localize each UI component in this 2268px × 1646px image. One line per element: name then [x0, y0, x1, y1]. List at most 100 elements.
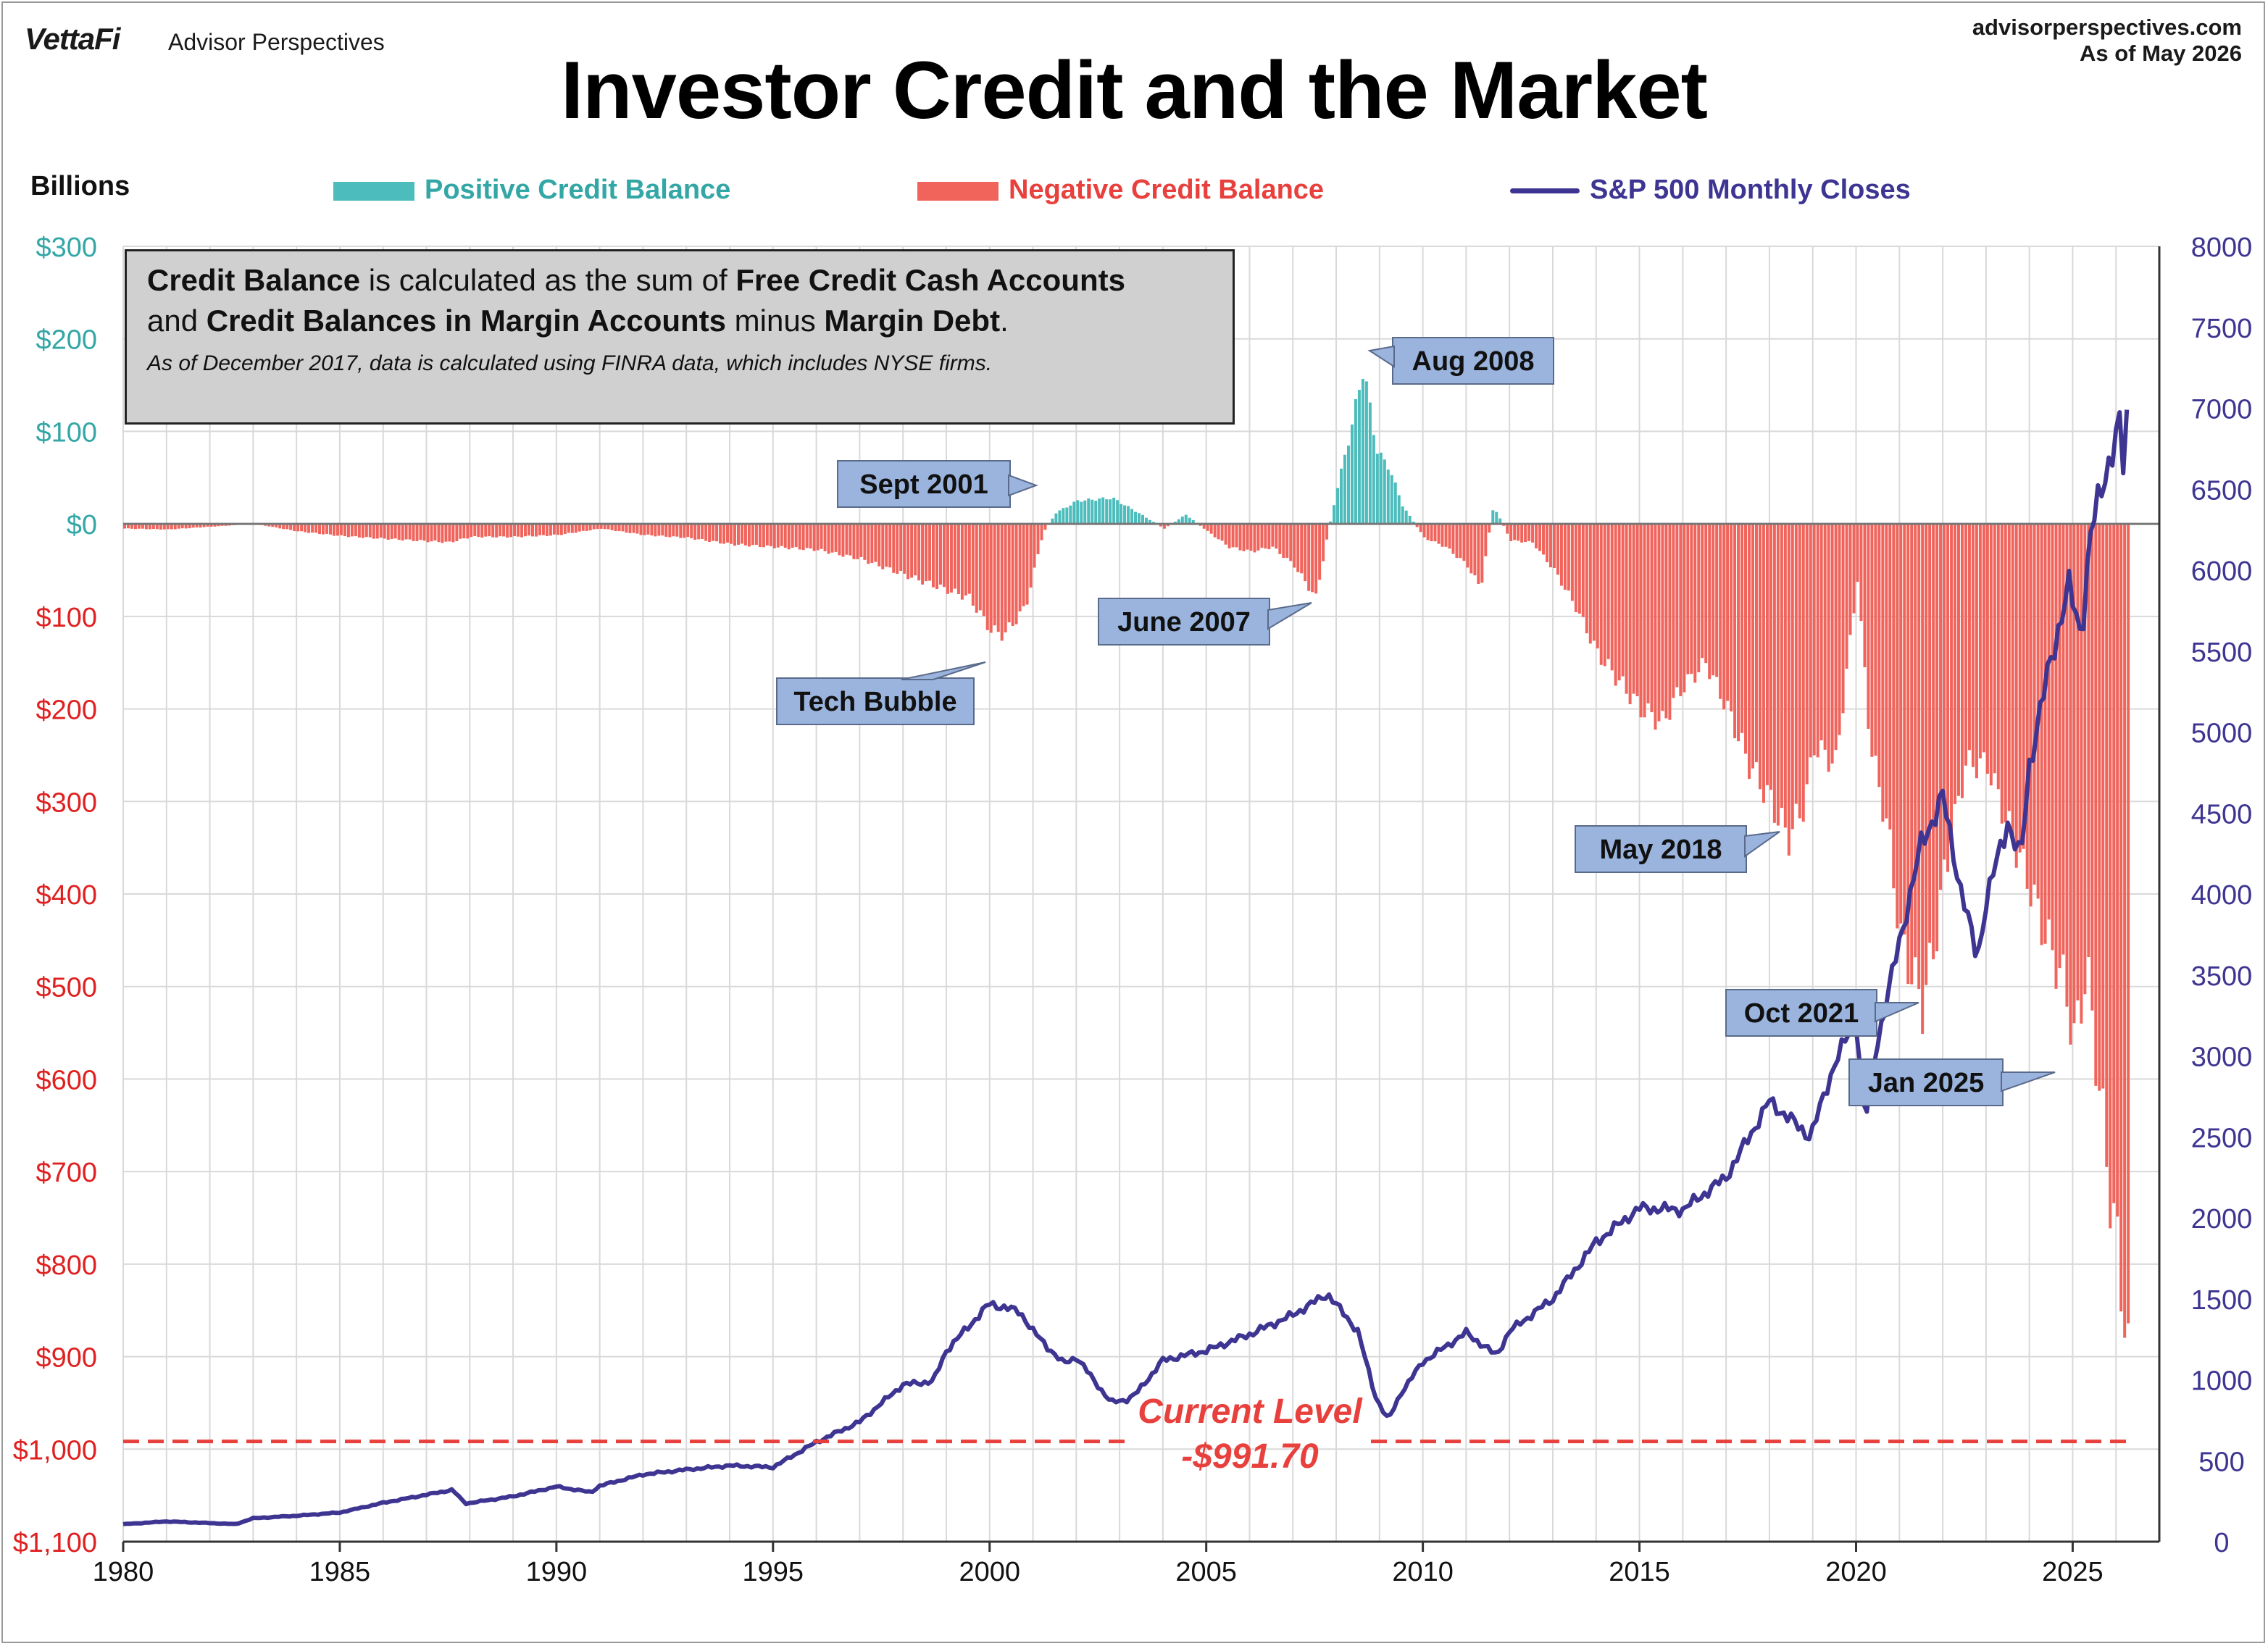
site-info: advisorperspectives.com As of May 2026: [1972, 14, 2242, 67]
chart-title: Investor Credit and the Market: [561, 45, 1708, 135]
credit-bar: [1422, 524, 1426, 538]
credit-bar: [892, 524, 896, 573]
credit-bar: [801, 524, 805, 551]
credit-bar: [1838, 524, 1841, 735]
left-tick-label: $1,000: [13, 1435, 97, 1466]
credit-bar: [1697, 524, 1701, 672]
credit-bar: [1863, 524, 1867, 668]
credit-bar: [1144, 517, 1148, 525]
credit-bar: [322, 524, 325, 535]
credit-bar: [2061, 524, 2065, 955]
credit-bar: [1982, 524, 1985, 753]
x-tick-label: 1995: [743, 1557, 804, 1587]
credit-bar: [1025, 524, 1029, 605]
legend-negative-label: Negative Credit Balance: [1009, 175, 1325, 205]
credit-bar: [754, 524, 758, 545]
credit-bar: [1881, 524, 1885, 822]
credit-bar: [1585, 524, 1588, 634]
credit-bar: [1599, 524, 1603, 665]
left-tick-label: $800: [36, 1250, 97, 1281]
credit-bar: [1138, 513, 1141, 525]
credit-bar: [1790, 524, 1794, 830]
credit-bar: [1213, 524, 1217, 538]
credit-bar: [278, 524, 282, 529]
credit-bar: [1535, 524, 1538, 548]
credit-bar: [1794, 524, 1798, 804]
credit-bar: [679, 524, 683, 538]
credit-bar: [314, 524, 318, 533]
credit-bar: [412, 524, 415, 541]
credit-bar: [1552, 524, 1556, 569]
credit-bar: [870, 524, 874, 563]
credit-bar: [628, 524, 632, 533]
credit-bar: [881, 524, 885, 569]
credit-bar: [159, 524, 162, 530]
credit-bar: [1827, 524, 1830, 772]
credit-bar: [2127, 524, 2130, 1324]
credit-bar: [318, 524, 322, 535]
credit-bar: [1311, 524, 1314, 593]
credit-bar: [1202, 524, 1206, 529]
credit-bar: [430, 524, 433, 542]
credit-bar: [686, 524, 690, 538]
credit-bar: [1014, 524, 1018, 624]
credit-bar: [1606, 524, 1610, 659]
credit-bar: [1101, 497, 1105, 525]
credit-bar: [1744, 524, 1748, 754]
credit-bar: [1116, 500, 1120, 525]
credit-bar: [1708, 524, 1712, 680]
credit-bar: [730, 524, 733, 544]
credit-bar: [282, 524, 285, 530]
legend-positive-label: Positive Credit Balance: [425, 175, 731, 205]
credit-bar: [459, 524, 462, 539]
credit-bar: [1921, 524, 1925, 1035]
credit-bar: [1946, 524, 1950, 872]
callout-label: Aug 2008: [1412, 346, 1535, 377]
credit-bar: [1134, 511, 1138, 525]
credit-bar: [1480, 524, 1484, 583]
credit-bar: [578, 524, 581, 532]
credit-bar: [2022, 524, 2025, 849]
legend-negative-swatch: [917, 181, 998, 201]
credit-bar: [2101, 524, 2105, 1089]
credit-bar: [1859, 524, 1863, 622]
credit-bar: [863, 524, 867, 560]
credit-bar: [1567, 524, 1570, 591]
credit-bar: [1404, 510, 1408, 525]
credit-bar: [762, 524, 765, 548]
credit-bar: [780, 524, 783, 546]
left-tick-label: $500: [36, 973, 97, 1003]
left-tick-label: $0: [67, 510, 97, 540]
credit-bar: [1531, 524, 1535, 543]
right-tick-label: 1500: [2191, 1285, 2253, 1316]
credit-bar: [1412, 522, 1415, 525]
credit-bar: [1834, 524, 1838, 751]
credit-bar: [1364, 381, 1368, 525]
credit-bar: [296, 524, 300, 532]
credit-bar: [1393, 482, 1397, 525]
credit-bar: [888, 524, 892, 568]
credit-bar: [502, 524, 506, 537]
credit-bar: [307, 524, 311, 533]
credit-bar: [1925, 524, 1928, 985]
credit-bar: [585, 524, 588, 531]
credit-bar: [1076, 500, 1080, 525]
credit-bar: [455, 524, 459, 541]
credit-bar: [1675, 524, 1679, 688]
credit-bar: [1426, 524, 1430, 540]
callout-box: [1575, 825, 1747, 873]
credit-bar: [549, 524, 552, 536]
credit-bar: [1910, 524, 1914, 985]
credit-bar: [346, 524, 350, 538]
credit-bar: [1419, 524, 1422, 532]
credit-bar: [885, 524, 888, 567]
credit-bar: [1899, 524, 1903, 924]
credit-bar: [1451, 524, 1455, 554]
credit-bar: [1333, 505, 1336, 525]
credit-bar: [1120, 504, 1123, 525]
credit-bar: [1740, 524, 1744, 733]
credit-bar: [2069, 524, 2072, 1045]
credit-bar: [1361, 379, 1364, 525]
credit-bar: [805, 524, 809, 548]
